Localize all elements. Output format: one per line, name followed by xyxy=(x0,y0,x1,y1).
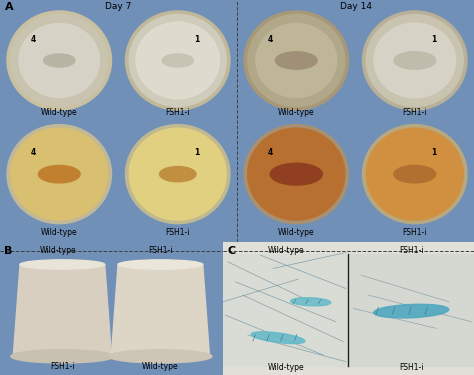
Text: 1: 1 xyxy=(431,35,437,44)
Ellipse shape xyxy=(244,124,348,224)
Ellipse shape xyxy=(366,15,463,106)
Text: 4: 4 xyxy=(267,35,273,44)
Ellipse shape xyxy=(11,15,108,106)
Ellipse shape xyxy=(159,166,196,182)
Text: 4: 4 xyxy=(30,35,36,44)
Text: FSH1-i: FSH1-i xyxy=(50,362,74,371)
Text: Wild-type: Wild-type xyxy=(40,246,76,255)
Text: Wild-type: Wild-type xyxy=(142,362,179,371)
Text: Day 7: Day 7 xyxy=(105,2,132,11)
Ellipse shape xyxy=(126,124,230,224)
Ellipse shape xyxy=(38,165,80,183)
Text: FSH1-i: FSH1-i xyxy=(402,108,427,117)
Text: 1: 1 xyxy=(194,34,200,44)
Ellipse shape xyxy=(394,165,436,183)
Text: FSH1-i: FSH1-i xyxy=(402,228,427,237)
Ellipse shape xyxy=(162,54,193,67)
Ellipse shape xyxy=(11,350,114,363)
Ellipse shape xyxy=(19,24,100,98)
Text: 4: 4 xyxy=(30,148,36,157)
Bar xyxy=(223,254,347,366)
Text: FSH1-i: FSH1-i xyxy=(399,363,423,372)
Ellipse shape xyxy=(248,15,345,106)
Ellipse shape xyxy=(44,54,75,67)
Text: Wild-type: Wild-type xyxy=(267,363,304,372)
Ellipse shape xyxy=(129,128,226,220)
Text: FSH1-i: FSH1-i xyxy=(165,228,190,237)
Text: C: C xyxy=(228,246,236,256)
Ellipse shape xyxy=(394,52,436,69)
Ellipse shape xyxy=(256,24,337,98)
Ellipse shape xyxy=(270,163,322,185)
Text: 1: 1 xyxy=(431,148,437,157)
Ellipse shape xyxy=(363,124,467,224)
Ellipse shape xyxy=(136,22,219,99)
Ellipse shape xyxy=(11,128,108,220)
Ellipse shape xyxy=(248,128,345,220)
Ellipse shape xyxy=(7,124,111,224)
Ellipse shape xyxy=(129,15,226,106)
Text: 4: 4 xyxy=(267,148,273,157)
Text: Wild-type: Wild-type xyxy=(278,228,315,237)
Text: B: B xyxy=(4,246,13,256)
Polygon shape xyxy=(13,264,111,355)
Text: Wild-type: Wild-type xyxy=(278,108,315,117)
Ellipse shape xyxy=(20,260,105,269)
Ellipse shape xyxy=(126,11,230,110)
Text: Wild-type: Wild-type xyxy=(267,246,304,255)
Ellipse shape xyxy=(244,11,348,110)
Ellipse shape xyxy=(363,11,467,110)
Text: Wild-type: Wild-type xyxy=(41,108,78,117)
Text: A: A xyxy=(5,2,13,12)
Ellipse shape xyxy=(109,350,212,363)
Ellipse shape xyxy=(366,128,463,220)
Polygon shape xyxy=(111,264,210,355)
Text: Wild-type: Wild-type xyxy=(41,228,78,237)
Text: FSH1-i: FSH1-i xyxy=(399,246,423,255)
Ellipse shape xyxy=(118,260,203,269)
Ellipse shape xyxy=(291,298,331,306)
Ellipse shape xyxy=(275,52,317,69)
Ellipse shape xyxy=(374,23,456,98)
Ellipse shape xyxy=(7,11,111,110)
Text: FSH1-i: FSH1-i xyxy=(165,108,190,117)
Text: FSH1-i: FSH1-i xyxy=(148,246,173,255)
Text: 1: 1 xyxy=(194,148,200,157)
Ellipse shape xyxy=(374,304,449,318)
Bar xyxy=(350,254,474,366)
Ellipse shape xyxy=(251,332,305,344)
Text: Day 14: Day 14 xyxy=(339,2,372,11)
